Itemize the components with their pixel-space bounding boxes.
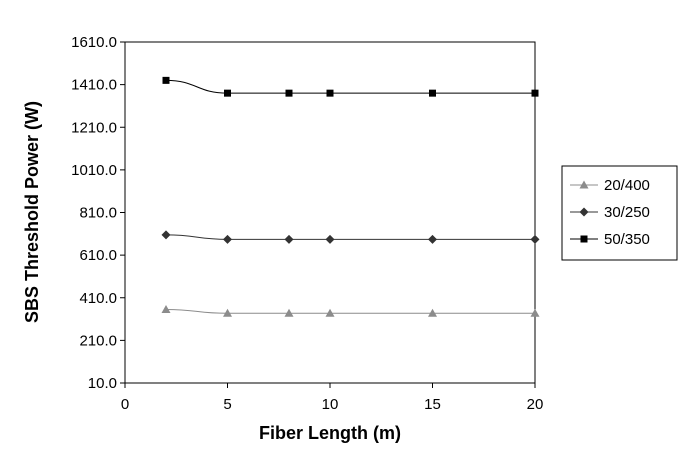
y-tick-label: 1410.0 <box>71 77 117 94</box>
data-point-20/400 <box>530 308 540 317</box>
data-point-50/350 <box>326 89 334 97</box>
y-axis-title: SBS Threshold Power (W) <box>22 101 42 323</box>
data-point-30/250 <box>428 234 437 244</box>
data-point-30/250 <box>284 234 294 244</box>
y-tick-label: 1610.0 <box>71 34 117 51</box>
legend-marker-icon <box>579 180 589 189</box>
legend-label: 30/250 <box>604 204 650 221</box>
y-tick-label: 10.0 <box>88 375 117 392</box>
y-tick-label: 610.0 <box>79 247 117 264</box>
legend-marker-icon <box>579 207 589 217</box>
legend-marker-icon <box>580 235 588 243</box>
legend-label: 50/350 <box>604 231 650 248</box>
data-point-20/400 <box>325 308 335 317</box>
data-point-20/400 <box>284 308 294 317</box>
series-line-50/350 <box>165 79 535 94</box>
legend: 20/400 30/250 50/350 <box>561 165 678 261</box>
data-point-50/350 <box>429 89 436 97</box>
data-point-20/400 <box>161 304 171 313</box>
data-point-20/400 <box>223 308 232 317</box>
data-point-50/350 <box>224 89 231 97</box>
x-tick-label: 10 <box>322 396 339 413</box>
y-tick-label: 1010.0 <box>71 162 117 179</box>
x-tick-label: 20 <box>527 396 544 413</box>
data-point-30/250 <box>530 234 540 244</box>
data-point-30/250 <box>223 234 232 244</box>
data-point-50/350 <box>285 89 293 97</box>
y-tick-label: 210.0 <box>79 332 117 349</box>
x-tick-label: 0 <box>121 396 129 413</box>
data-point-30/250 <box>325 234 335 244</box>
data-point-30/250 <box>161 230 171 240</box>
data-point-50/350 <box>531 89 539 97</box>
x-tick-label: 5 <box>223 396 231 413</box>
y-tick-label: 410.0 <box>79 290 117 307</box>
x-axis-title: Fiber Length (m) <box>259 423 401 443</box>
y-tick-label: 810.0 <box>79 205 117 222</box>
series-line-30/250 <box>165 234 535 240</box>
y-tick-label: 1210.0 <box>71 119 117 136</box>
data-point-50/350 <box>162 76 170 84</box>
x-tick-label: 15 <box>424 396 441 413</box>
data-point-20/400 <box>428 308 437 317</box>
series-line-20/400 <box>165 308 535 314</box>
legend-label: 20/400 <box>604 177 650 194</box>
